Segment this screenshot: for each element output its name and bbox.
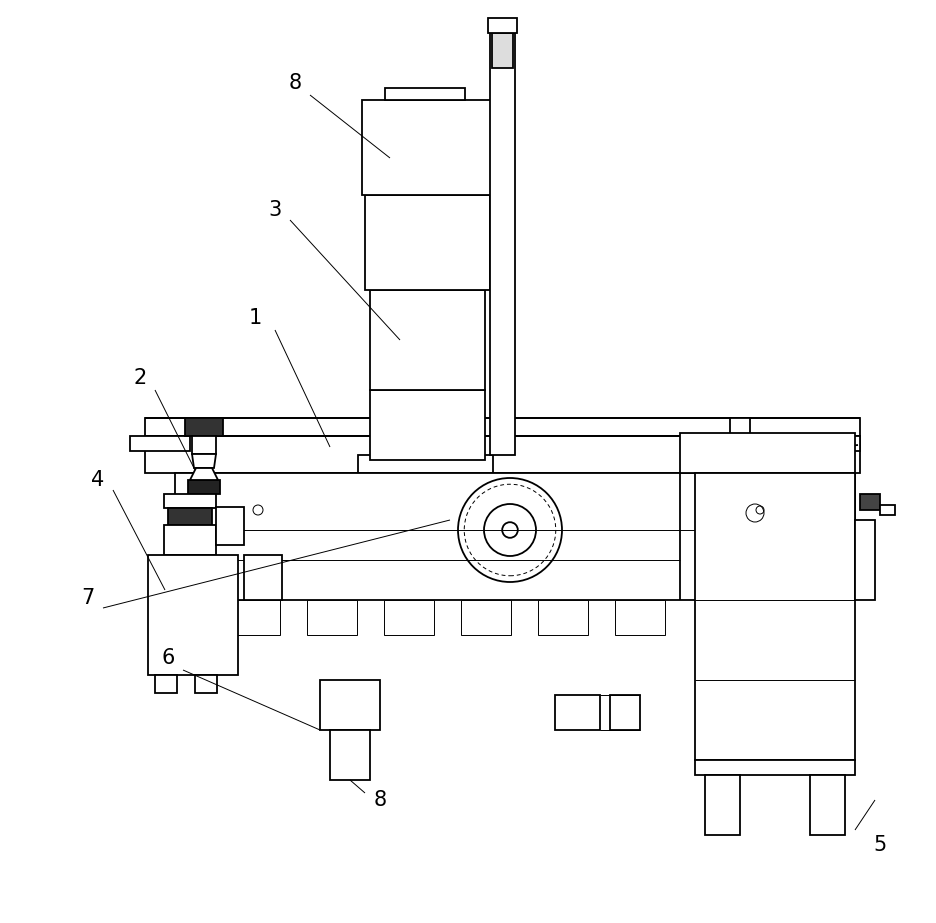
Bar: [488, 18, 517, 33]
Bar: [729, 418, 749, 436]
Bar: [799, 436, 859, 451]
Bar: [807, 440, 837, 454]
Text: 2: 2: [133, 368, 146, 388]
Polygon shape: [192, 454, 216, 468]
Circle shape: [253, 505, 263, 515]
Bar: [154, 675, 177, 693]
Bar: [614, 600, 665, 635]
Text: 8: 8: [288, 73, 301, 93]
Bar: [148, 555, 238, 675]
Bar: [879, 505, 894, 515]
Bar: [168, 508, 212, 525]
Bar: [491, 33, 512, 68]
Bar: [164, 525, 216, 555]
Bar: [859, 494, 879, 510]
Bar: [175, 473, 854, 600]
Bar: [145, 418, 859, 436]
Bar: [370, 290, 485, 390]
Bar: [145, 436, 859, 473]
Bar: [554, 695, 599, 730]
Bar: [537, 600, 588, 635]
Bar: [461, 600, 510, 635]
Bar: [188, 480, 220, 494]
Polygon shape: [190, 468, 218, 480]
Bar: [695, 760, 854, 775]
Text: 5: 5: [872, 835, 885, 855]
Bar: [358, 455, 492, 473]
Bar: [385, 88, 464, 100]
Bar: [192, 436, 216, 454]
Bar: [329, 730, 370, 780]
Text: 3: 3: [268, 200, 282, 220]
Text: 4: 4: [92, 470, 105, 490]
Bar: [695, 473, 854, 760]
Text: 7: 7: [81, 588, 95, 608]
Bar: [184, 418, 223, 436]
Bar: [164, 494, 216, 508]
Bar: [130, 436, 190, 451]
Bar: [384, 600, 433, 635]
Text: 8: 8: [373, 790, 387, 810]
Text: 1: 1: [248, 308, 261, 328]
Text: 6: 6: [161, 648, 174, 668]
Bar: [361, 100, 494, 195]
Bar: [195, 675, 217, 693]
Bar: [490, 33, 515, 455]
Bar: [370, 390, 485, 460]
Bar: [243, 555, 282, 600]
Bar: [854, 520, 874, 600]
Bar: [365, 195, 490, 290]
Bar: [809, 775, 844, 835]
Bar: [307, 600, 357, 635]
Bar: [216, 507, 243, 545]
Bar: [680, 433, 854, 473]
Bar: [320, 680, 380, 730]
Bar: [229, 600, 280, 635]
Bar: [609, 695, 639, 730]
Bar: [704, 775, 739, 835]
